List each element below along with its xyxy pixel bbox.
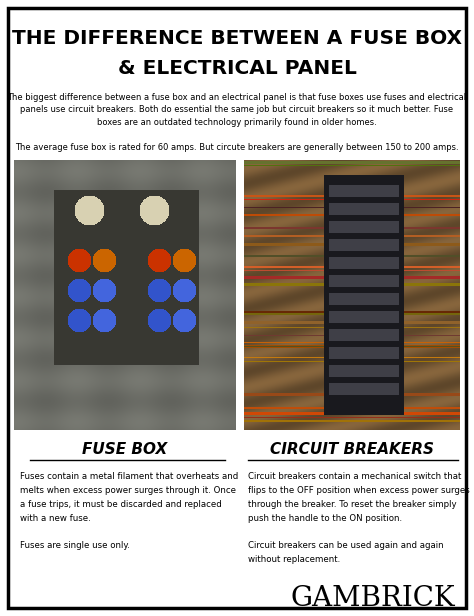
Text: Fuses contain a metal filament that overheats and
melts when excess power surges: Fuses contain a metal filament that over… <box>20 472 238 551</box>
Text: FUSE BOX: FUSE BOX <box>82 442 168 458</box>
FancyBboxPatch shape <box>8 8 466 608</box>
Text: GAMBRICK: GAMBRICK <box>291 585 455 612</box>
Text: & ELECTRICAL PANEL: & ELECTRICAL PANEL <box>118 59 356 78</box>
Text: Circuit breakers contain a mechanical switch that
flips to the OFF position when: Circuit breakers contain a mechanical sw… <box>248 472 470 564</box>
Text: The average fuse box is rated for 60 amps. But circute breakers are generally be: The average fuse box is rated for 60 amp… <box>15 144 459 153</box>
Text: CIRCUIT BREAKERS: CIRCUIT BREAKERS <box>270 442 434 458</box>
Text: The biggest difference between a fuse box and an electrical panel is that fuse b: The biggest difference between a fuse bo… <box>8 92 466 128</box>
Text: THE DIFFERENCE BETWEEN A FUSE BOX: THE DIFFERENCE BETWEEN A FUSE BOX <box>12 28 462 47</box>
